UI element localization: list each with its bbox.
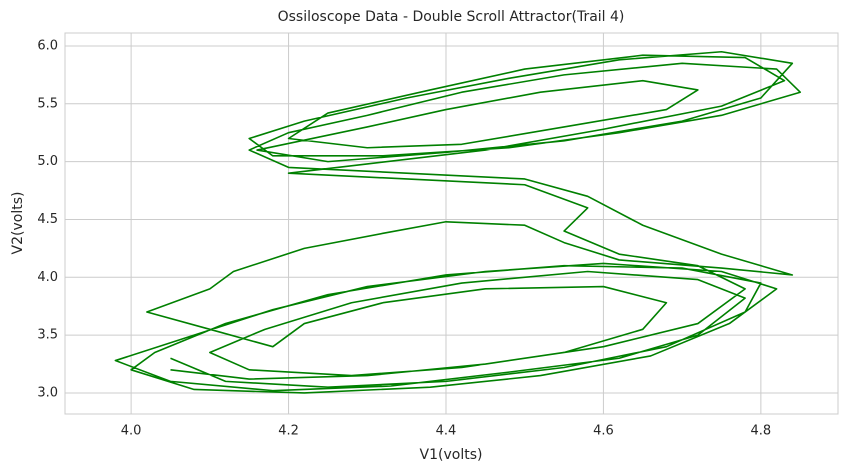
x-tick-label: 4.8 [751, 424, 772, 439]
y-tick-label: 3.0 [37, 385, 58, 400]
y-axis-label: V2(volts) [10, 192, 26, 255]
plot-frame [64, 32, 839, 415]
x-tick-label: 4.2 [278, 424, 299, 439]
grid [65, 33, 838, 414]
y-tick-label: 4.5 [37, 212, 58, 227]
marks [114, 50, 802, 394]
x-tick-label: 4.6 [593, 424, 614, 439]
y-tick-label: 3.5 [37, 328, 58, 343]
data-line [114, 50, 802, 394]
y-tick-label: 6.0 [37, 38, 58, 53]
x-tick-label: 4.0 [121, 424, 142, 439]
y-tick-label: 4.0 [37, 270, 58, 285]
chart-title: Ossiloscope Data - Double Scroll Attract… [278, 9, 625, 25]
x-axis-label: V1(volts) [420, 447, 483, 463]
x-tick-label: 4.4 [436, 424, 457, 439]
y-tick-label: 5.5 [37, 96, 58, 111]
y-tick-label: 5.0 [37, 154, 58, 169]
